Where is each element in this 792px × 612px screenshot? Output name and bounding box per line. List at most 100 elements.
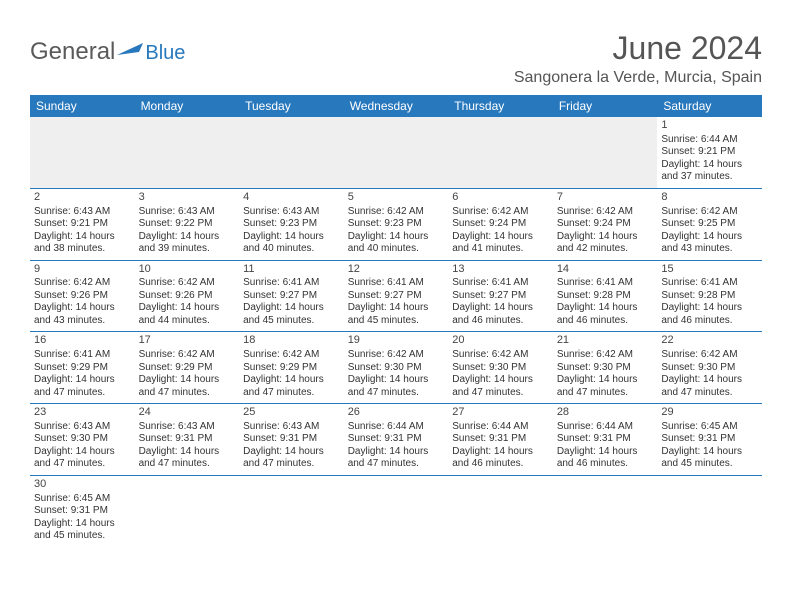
daylight-line: Daylight: 14 hours and 47 minutes. xyxy=(348,446,445,471)
calendar-cell: 1Sunrise: 6:44 AMSunset: 9:21 PMDaylight… xyxy=(657,117,762,188)
sunrise-line: Sunrise: 6:42 AM xyxy=(243,349,340,362)
day-number: 8 xyxy=(661,191,758,205)
sunrise-line: Sunrise: 6:42 AM xyxy=(34,277,131,290)
calendar-cell: 6Sunrise: 6:42 AMSunset: 9:24 PMDaylight… xyxy=(448,188,553,260)
daylight-line: Daylight: 14 hours and 47 minutes. xyxy=(34,446,131,471)
calendar-cell xyxy=(344,475,449,546)
daylight-line: Daylight: 14 hours and 46 minutes. xyxy=(452,446,549,471)
sunset-line: Sunset: 9:23 PM xyxy=(348,218,445,231)
sunset-line: Sunset: 9:26 PM xyxy=(34,290,131,303)
sunset-line: Sunset: 9:29 PM xyxy=(34,362,131,375)
daylight-line: Daylight: 14 hours and 47 minutes. xyxy=(243,446,340,471)
day-number: 17 xyxy=(139,334,236,348)
daylight-line: Daylight: 14 hours and 46 minutes. xyxy=(661,302,758,327)
sunset-line: Sunset: 9:23 PM xyxy=(243,218,340,231)
sunset-line: Sunset: 9:30 PM xyxy=(34,433,131,446)
sunrise-line: Sunrise: 6:42 AM xyxy=(452,206,549,219)
day-number: 27 xyxy=(452,406,549,420)
calendar-cell: 15Sunrise: 6:41 AMSunset: 9:28 PMDayligh… xyxy=(657,260,762,332)
calendar-cell: 26Sunrise: 6:44 AMSunset: 9:31 PMDayligh… xyxy=(344,404,449,476)
day-number: 3 xyxy=(139,191,236,205)
sunset-line: Sunset: 9:27 PM xyxy=(348,290,445,303)
page-title: June 2024 xyxy=(514,30,762,67)
calendar-cell: 19Sunrise: 6:42 AMSunset: 9:30 PMDayligh… xyxy=(344,332,449,404)
day-number: 30 xyxy=(34,478,131,492)
sunrise-line: Sunrise: 6:42 AM xyxy=(348,206,445,219)
sunrise-line: Sunrise: 6:41 AM xyxy=(34,349,131,362)
sunrise-line: Sunrise: 6:44 AM xyxy=(557,421,654,434)
title-block: June 2024 Sangonera la Verde, Murcia, Sp… xyxy=(514,30,762,87)
calendar-cell: 9Sunrise: 6:42 AMSunset: 9:26 PMDaylight… xyxy=(30,260,135,332)
calendar-cell: 2Sunrise: 6:43 AMSunset: 9:21 PMDaylight… xyxy=(30,188,135,260)
sunset-line: Sunset: 9:27 PM xyxy=(452,290,549,303)
daylight-line: Daylight: 14 hours and 40 minutes. xyxy=(243,231,340,256)
sunrise-line: Sunrise: 6:43 AM xyxy=(34,206,131,219)
daylight-line: Daylight: 14 hours and 47 minutes. xyxy=(243,374,340,399)
weekday-header: Thursday xyxy=(448,95,553,117)
sunset-line: Sunset: 9:31 PM xyxy=(243,433,340,446)
sunrise-line: Sunrise: 6:42 AM xyxy=(557,349,654,362)
day-number: 19 xyxy=(348,334,445,348)
daylight-line: Daylight: 14 hours and 43 minutes. xyxy=(34,302,131,327)
sunrise-line: Sunrise: 6:43 AM xyxy=(243,206,340,219)
sunrise-line: Sunrise: 6:45 AM xyxy=(34,493,131,506)
calendar-cell: 18Sunrise: 6:42 AMSunset: 9:29 PMDayligh… xyxy=(239,332,344,404)
calendar-cell: 21Sunrise: 6:42 AMSunset: 9:30 PMDayligh… xyxy=(553,332,658,404)
daylight-line: Daylight: 14 hours and 37 minutes. xyxy=(661,159,758,184)
daylight-line: Daylight: 14 hours and 38 minutes. xyxy=(34,231,131,256)
calendar-cell: 27Sunrise: 6:44 AMSunset: 9:31 PMDayligh… xyxy=(448,404,553,476)
day-number: 14 xyxy=(557,263,654,277)
daylight-line: Daylight: 14 hours and 42 minutes. xyxy=(557,231,654,256)
sunset-line: Sunset: 9:21 PM xyxy=(661,146,758,159)
day-number: 22 xyxy=(661,334,758,348)
day-number: 15 xyxy=(661,263,758,277)
sunset-line: Sunset: 9:31 PM xyxy=(34,505,131,518)
calendar-row: 16Sunrise: 6:41 AMSunset: 9:29 PMDayligh… xyxy=(30,332,762,404)
calendar-row: 2Sunrise: 6:43 AMSunset: 9:21 PMDaylight… xyxy=(30,188,762,260)
sunrise-line: Sunrise: 6:43 AM xyxy=(34,421,131,434)
calendar-cell: 11Sunrise: 6:41 AMSunset: 9:27 PMDayligh… xyxy=(239,260,344,332)
day-number: 13 xyxy=(452,263,549,277)
sunset-line: Sunset: 9:26 PM xyxy=(139,290,236,303)
sunset-line: Sunset: 9:31 PM xyxy=(139,433,236,446)
sunrise-line: Sunrise: 6:44 AM xyxy=(348,421,445,434)
flag-icon xyxy=(117,41,145,64)
day-number: 25 xyxy=(243,406,340,420)
day-number: 2 xyxy=(34,191,131,205)
sunrise-line: Sunrise: 6:42 AM xyxy=(139,277,236,290)
day-number: 21 xyxy=(557,334,654,348)
sunset-line: Sunset: 9:30 PM xyxy=(557,362,654,375)
daylight-line: Daylight: 14 hours and 44 minutes. xyxy=(139,302,236,327)
daylight-line: Daylight: 14 hours and 47 minutes. xyxy=(139,374,236,399)
weekday-header: Saturday xyxy=(657,95,762,117)
daylight-line: Daylight: 14 hours and 45 minutes. xyxy=(661,446,758,471)
weekday-header: Wednesday xyxy=(344,95,449,117)
calendar-row: 1Sunrise: 6:44 AMSunset: 9:21 PMDaylight… xyxy=(30,117,762,188)
daylight-line: Daylight: 14 hours and 40 minutes. xyxy=(348,231,445,256)
daylight-line: Daylight: 14 hours and 43 minutes. xyxy=(661,231,758,256)
daylight-line: Daylight: 14 hours and 41 minutes. xyxy=(452,231,549,256)
location-subtitle: Sangonera la Verde, Murcia, Spain xyxy=(514,69,762,87)
sunset-line: Sunset: 9:29 PM xyxy=(243,362,340,375)
sunset-line: Sunset: 9:27 PM xyxy=(243,290,340,303)
calendar-cell xyxy=(30,117,135,188)
day-number: 6 xyxy=(452,191,549,205)
day-number: 18 xyxy=(243,334,340,348)
calendar-cell: 28Sunrise: 6:44 AMSunset: 9:31 PMDayligh… xyxy=(553,404,658,476)
calendar-cell xyxy=(657,475,762,546)
day-number: 9 xyxy=(34,263,131,277)
calendar-cell xyxy=(344,117,449,188)
calendar-cell: 16Sunrise: 6:41 AMSunset: 9:29 PMDayligh… xyxy=(30,332,135,404)
day-number: 7 xyxy=(557,191,654,205)
calendar-cell: 29Sunrise: 6:45 AMSunset: 9:31 PMDayligh… xyxy=(657,404,762,476)
calendar-row: 30Sunrise: 6:45 AMSunset: 9:31 PMDayligh… xyxy=(30,475,762,546)
sunrise-line: Sunrise: 6:43 AM xyxy=(243,421,340,434)
sunset-line: Sunset: 9:30 PM xyxy=(348,362,445,375)
calendar-cell: 30Sunrise: 6:45 AMSunset: 9:31 PMDayligh… xyxy=(30,475,135,546)
day-number: 23 xyxy=(34,406,131,420)
sunrise-line: Sunrise: 6:42 AM xyxy=(557,206,654,219)
sunset-line: Sunset: 9:21 PM xyxy=(34,218,131,231)
logo-text-general: General xyxy=(30,38,115,66)
sunrise-line: Sunrise: 6:44 AM xyxy=(452,421,549,434)
header: General Blue June 2024 Sangonera la Verd… xyxy=(30,30,762,87)
